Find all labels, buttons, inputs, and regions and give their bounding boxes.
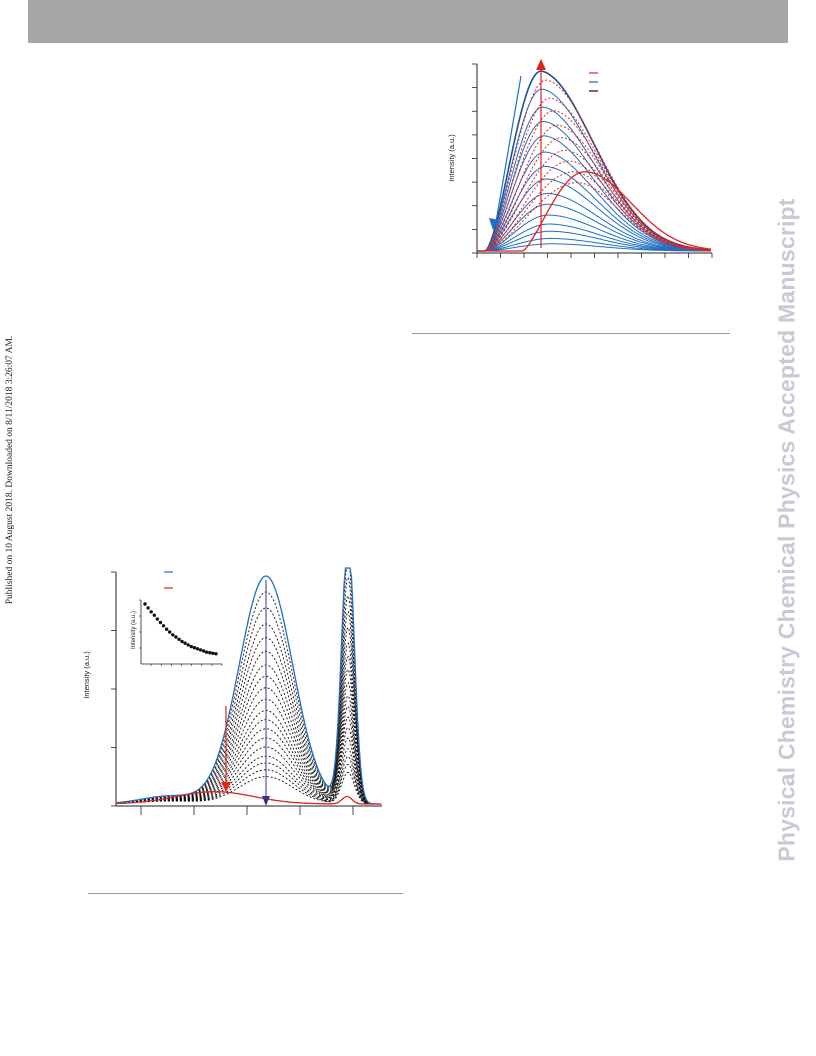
inset-data-point bbox=[192, 646, 197, 650]
inset-data-point bbox=[143, 602, 147, 606]
top-blue-arrow-shaft bbox=[495, 75, 522, 223]
inset-data-point bbox=[146, 606, 150, 610]
inset-data-point bbox=[161, 624, 166, 628]
inset-data-point bbox=[177, 637, 181, 641]
emission-spectra-figure-bottom: Intensity (a.u.) Intensity (a.u.) bbox=[82, 567, 382, 815]
bottom-blue-initial-spectrum bbox=[115, 567, 382, 805]
inset-data-point bbox=[155, 617, 159, 621]
top-chart-series bbox=[477, 70, 712, 252]
inset-data-point bbox=[214, 652, 218, 656]
top-red-solid-spectrum-line bbox=[477, 171, 712, 252]
inset-data-point bbox=[164, 627, 169, 631]
top-y-axis-title: Intensity (a.u.) bbox=[447, 134, 456, 182]
inset-data-point bbox=[198, 648, 203, 652]
bottom-red-arrow-head bbox=[221, 782, 231, 792]
bottom-chart-series bbox=[115, 567, 382, 805]
inset-data-point bbox=[208, 651, 212, 655]
bottom-red-final-spectrum bbox=[116, 791, 382, 805]
inset-data-point bbox=[195, 647, 200, 651]
inset-data-point bbox=[205, 650, 209, 654]
top-red-arrow-head bbox=[536, 59, 546, 70]
inset-data-point bbox=[183, 641, 187, 645]
inset-data-point bbox=[202, 649, 206, 653]
accepted-manuscript-watermark: Physical Chemistry Chemical Physics Acce… bbox=[773, 198, 800, 862]
top-red-dotted-spectrum-line bbox=[477, 171, 712, 252]
top-blue-spectrum-line bbox=[477, 70, 712, 252]
top-blue-spectrum-line bbox=[477, 165, 712, 252]
inset-data-point bbox=[211, 651, 215, 655]
bottom-chart-inset bbox=[139, 599, 223, 666]
bottom-y-axis-title: Intensity (a.u.) bbox=[82, 651, 91, 699]
bottom-black-dotted-spectrum-line bbox=[115, 727, 382, 805]
top-blue-spectrum-line bbox=[477, 243, 712, 252]
top-blue-spectrum-line bbox=[477, 192, 711, 252]
top-red-dotted-spectrum-line bbox=[477, 182, 712, 252]
inset-data-point bbox=[174, 635, 178, 639]
published-notice: Published on 10 August 2018. Downloaded … bbox=[5, 335, 15, 605]
top-chart-arrows bbox=[489, 59, 546, 248]
inset-data-point bbox=[189, 644, 193, 649]
bottom-chart-arrows bbox=[221, 580, 270, 806]
inset-data-point bbox=[186, 643, 190, 647]
top-red-dotted-spectrum-line bbox=[477, 160, 712, 252]
top-blue-arrow-head bbox=[489, 218, 500, 230]
inset-data-point bbox=[171, 633, 175, 637]
top-red-dotted-spectrum-line bbox=[477, 97, 712, 252]
bottom-black-dotted-spectrum-line bbox=[116, 771, 382, 805]
bottom-figure-rule bbox=[88, 893, 403, 894]
top-blue-spectrum-line bbox=[477, 120, 712, 252]
top-chart-legend bbox=[589, 72, 598, 92]
inset-data-point bbox=[158, 620, 163, 625]
top-red-dotted-spectrum-line bbox=[477, 79, 712, 252]
inset-data-point bbox=[152, 613, 156, 617]
inset-y-axis-title: Intensity (a.u.) bbox=[131, 611, 137, 649]
bottom-chart-axes bbox=[111, 571, 382, 815]
inset-data-point bbox=[180, 639, 184, 644]
bottom-blue-arrow-head bbox=[262, 796, 270, 806]
inset-data-point bbox=[168, 630, 172, 634]
top-blue-spectrum-line bbox=[477, 178, 711, 252]
bottom-chart-legend bbox=[164, 571, 173, 589]
inset-data-point bbox=[149, 610, 153, 614]
top-figure-rule bbox=[412, 333, 730, 334]
top-blue-spectrum-line bbox=[477, 203, 711, 252]
emission-spectra-figure-top: Intensity (a.u.) bbox=[447, 59, 713, 258]
top-chart-axes bbox=[472, 63, 713, 258]
journal-header-bar bbox=[28, 0, 788, 43]
